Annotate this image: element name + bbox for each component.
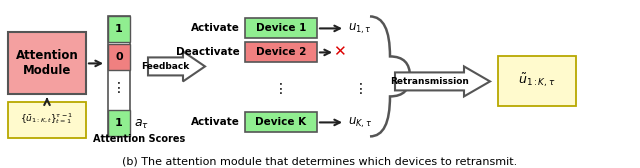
Text: Activate: Activate [191,117,240,127]
Bar [245,18,317,38]
Text: ⋮: ⋮ [274,82,288,96]
Bar [245,43,317,62]
Text: $\tilde{u}_{1:K,\tau}$: $\tilde{u}_{1:K,\tau}$ [518,72,556,89]
Bar [498,56,576,106]
Text: $a_{\tau}$: $a_{\tau}$ [134,118,149,131]
Text: ⋮: ⋮ [112,81,126,95]
Bar [108,44,130,70]
Text: Device 1: Device 1 [256,23,306,33]
Bar [8,32,86,94]
Bar [245,112,317,132]
Bar [8,102,86,138]
Text: (b) The attention module that determines which devices to retransmit.: (b) The attention module that determines… [122,156,518,166]
Text: Activate: Activate [191,23,240,33]
Bar [108,110,130,136]
Bar [108,16,130,43]
Text: Deactivate: Deactivate [176,47,240,57]
Text: 1: 1 [115,118,123,128]
Text: Attention Scores: Attention Scores [93,134,185,144]
Text: 1: 1 [115,24,123,34]
Text: ⋮: ⋮ [354,82,368,96]
Text: $u_{K,\tau}$: $u_{K,\tau}$ [348,115,372,130]
Polygon shape [395,66,490,96]
Text: Attention
Module: Attention Module [15,49,78,77]
Bar [108,16,130,136]
Text: Device 2: Device 2 [256,47,306,57]
Text: 0: 0 [115,52,123,62]
Text: Device K: Device K [255,117,307,127]
Text: Feedback: Feedback [141,62,189,71]
Text: Retransmission: Retransmission [390,77,469,86]
Text: $u_{1,\tau}$: $u_{1,\tau}$ [348,21,372,36]
Text: ✕: ✕ [333,44,346,59]
Polygon shape [148,51,205,81]
Text: $\{\bar{u}_{1:K,t}\}_{t=1}^{\tau-1}$: $\{\bar{u}_{1:K,t}\}_{t=1}^{\tau-1}$ [20,111,74,126]
